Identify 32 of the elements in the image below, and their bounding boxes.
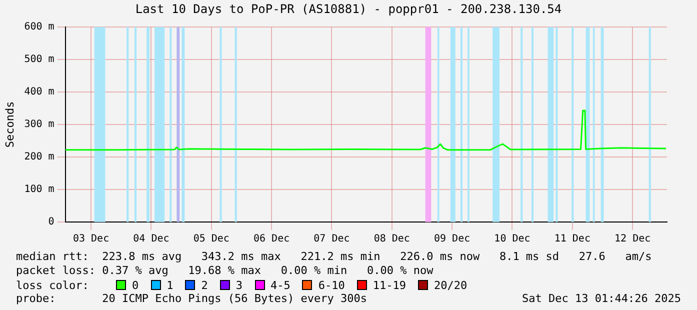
text: 11-19 (372, 278, 406, 292)
x-tick-label: 10 Dec (494, 234, 530, 245)
y-tick-label: 500 m (24, 54, 54, 66)
text: 6-10 (317, 278, 345, 292)
text: Sat Dec 13 01:44:26 2025 (522, 292, 681, 306)
y-tick-label: 400 m (24, 86, 54, 98)
x-tick-label: 06 Dec (253, 234, 290, 245)
text: loss color: (16, 278, 90, 292)
text: probe: 20 ICMP Echo Pings (56 Bytes) every 300s (16, 292, 367, 306)
y-tick-label: 300 m (24, 119, 54, 130)
y-tick-label: 100 m (24, 184, 54, 196)
x-tick-label: 07 Dec (314, 234, 350, 245)
text: 1 (166, 278, 174, 292)
text: 0 (131, 278, 139, 292)
y-tick-label: 0 (48, 216, 54, 228)
x-tick-label: 03 Dec (72, 234, 110, 245)
x-tick-label: 08 Dec (374, 234, 410, 245)
chart-title: Last 10 Days to PoP-PR (AS10881) - poppr01 - 200.238.130.54 (134, 1, 563, 18)
text: packet loss: 0.37 % avg 19.68 % max 0.00 % min 0.00 % now (16, 264, 434, 278)
text: 4-5 (270, 278, 290, 292)
text: 2 (200, 278, 208, 292)
y-tick-label: 600 m (24, 22, 54, 33)
x-tick-label: 05 Dec (193, 234, 230, 245)
x-tick-label: 11 Dec (554, 234, 590, 245)
y-axis-title: Seconds (3, 101, 16, 148)
text: 20/20 (433, 278, 468, 292)
text: 3 (234, 278, 242, 292)
x-tick-label: 12 Dec (614, 234, 651, 245)
y-tick-label: 200 m (24, 152, 54, 163)
x-tick-label: 04 Dec (133, 234, 170, 245)
x-tick-label: 09 Dec (434, 234, 470, 245)
text: median rtt: 223.8 ms avg 343.2 ms max 221.2 ms min 226.0 ms now 8.1 ms sd 27.6 am/s (16, 250, 653, 264)
